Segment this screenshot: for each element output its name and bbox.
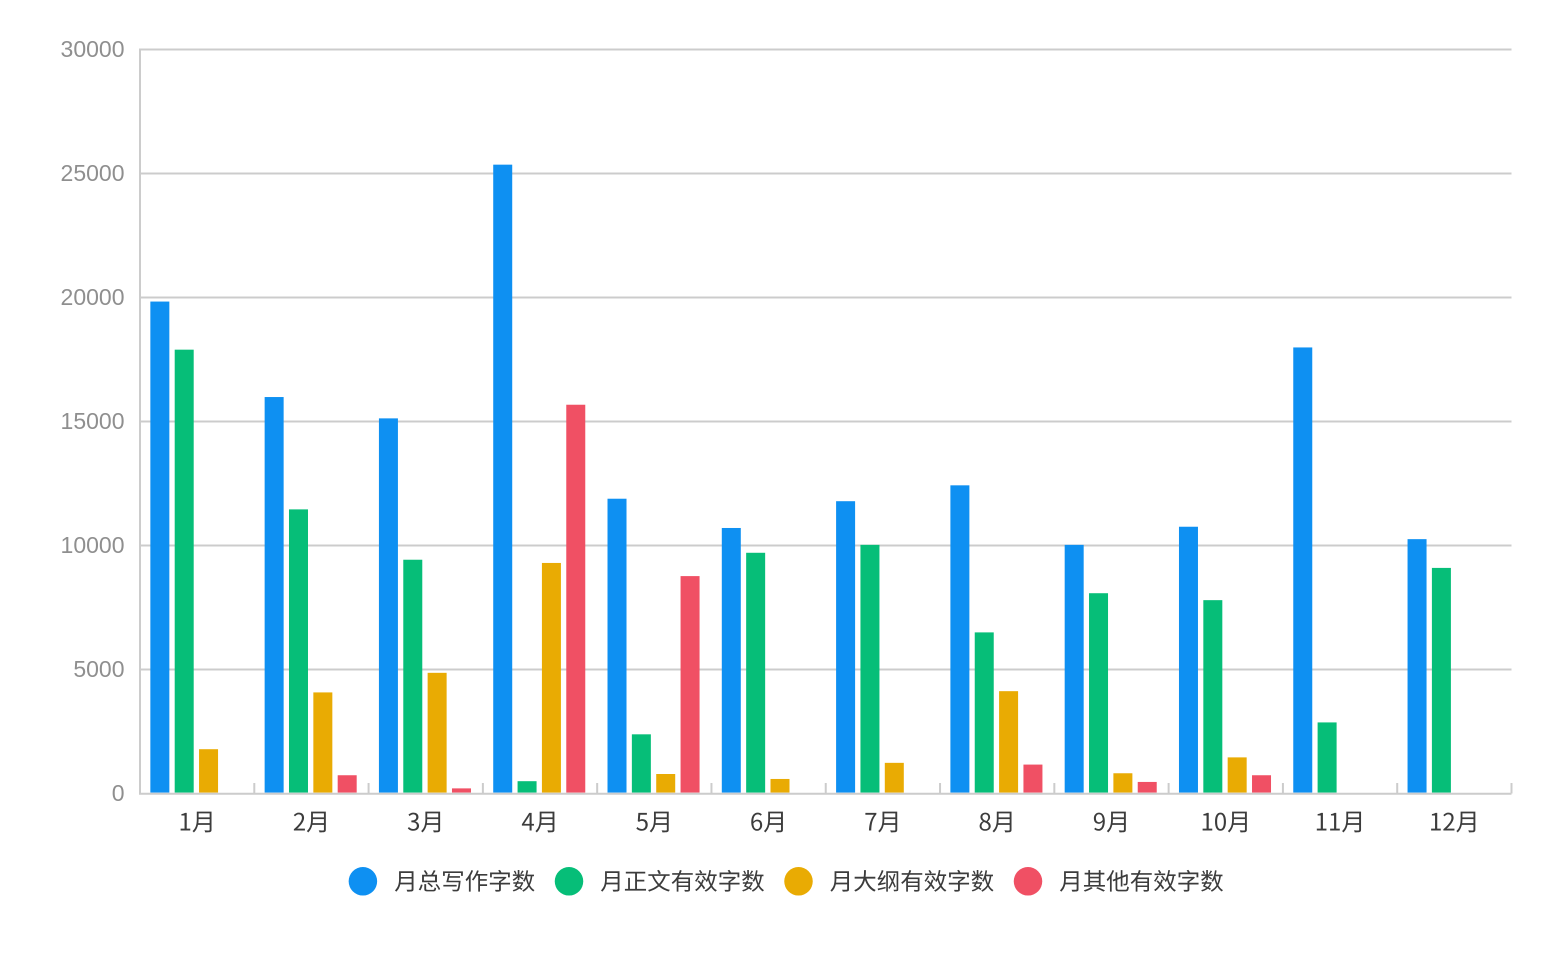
svg-text:25000: 25000 xyxy=(61,160,125,186)
svg-text:0: 0 xyxy=(112,780,125,806)
svg-text:15000: 15000 xyxy=(61,408,125,434)
svg-text:30000: 30000 xyxy=(61,36,125,62)
svg-text:5000: 5000 xyxy=(73,656,124,682)
svg-text:10000: 10000 xyxy=(61,532,125,558)
svg-text:20000: 20000 xyxy=(61,284,125,310)
